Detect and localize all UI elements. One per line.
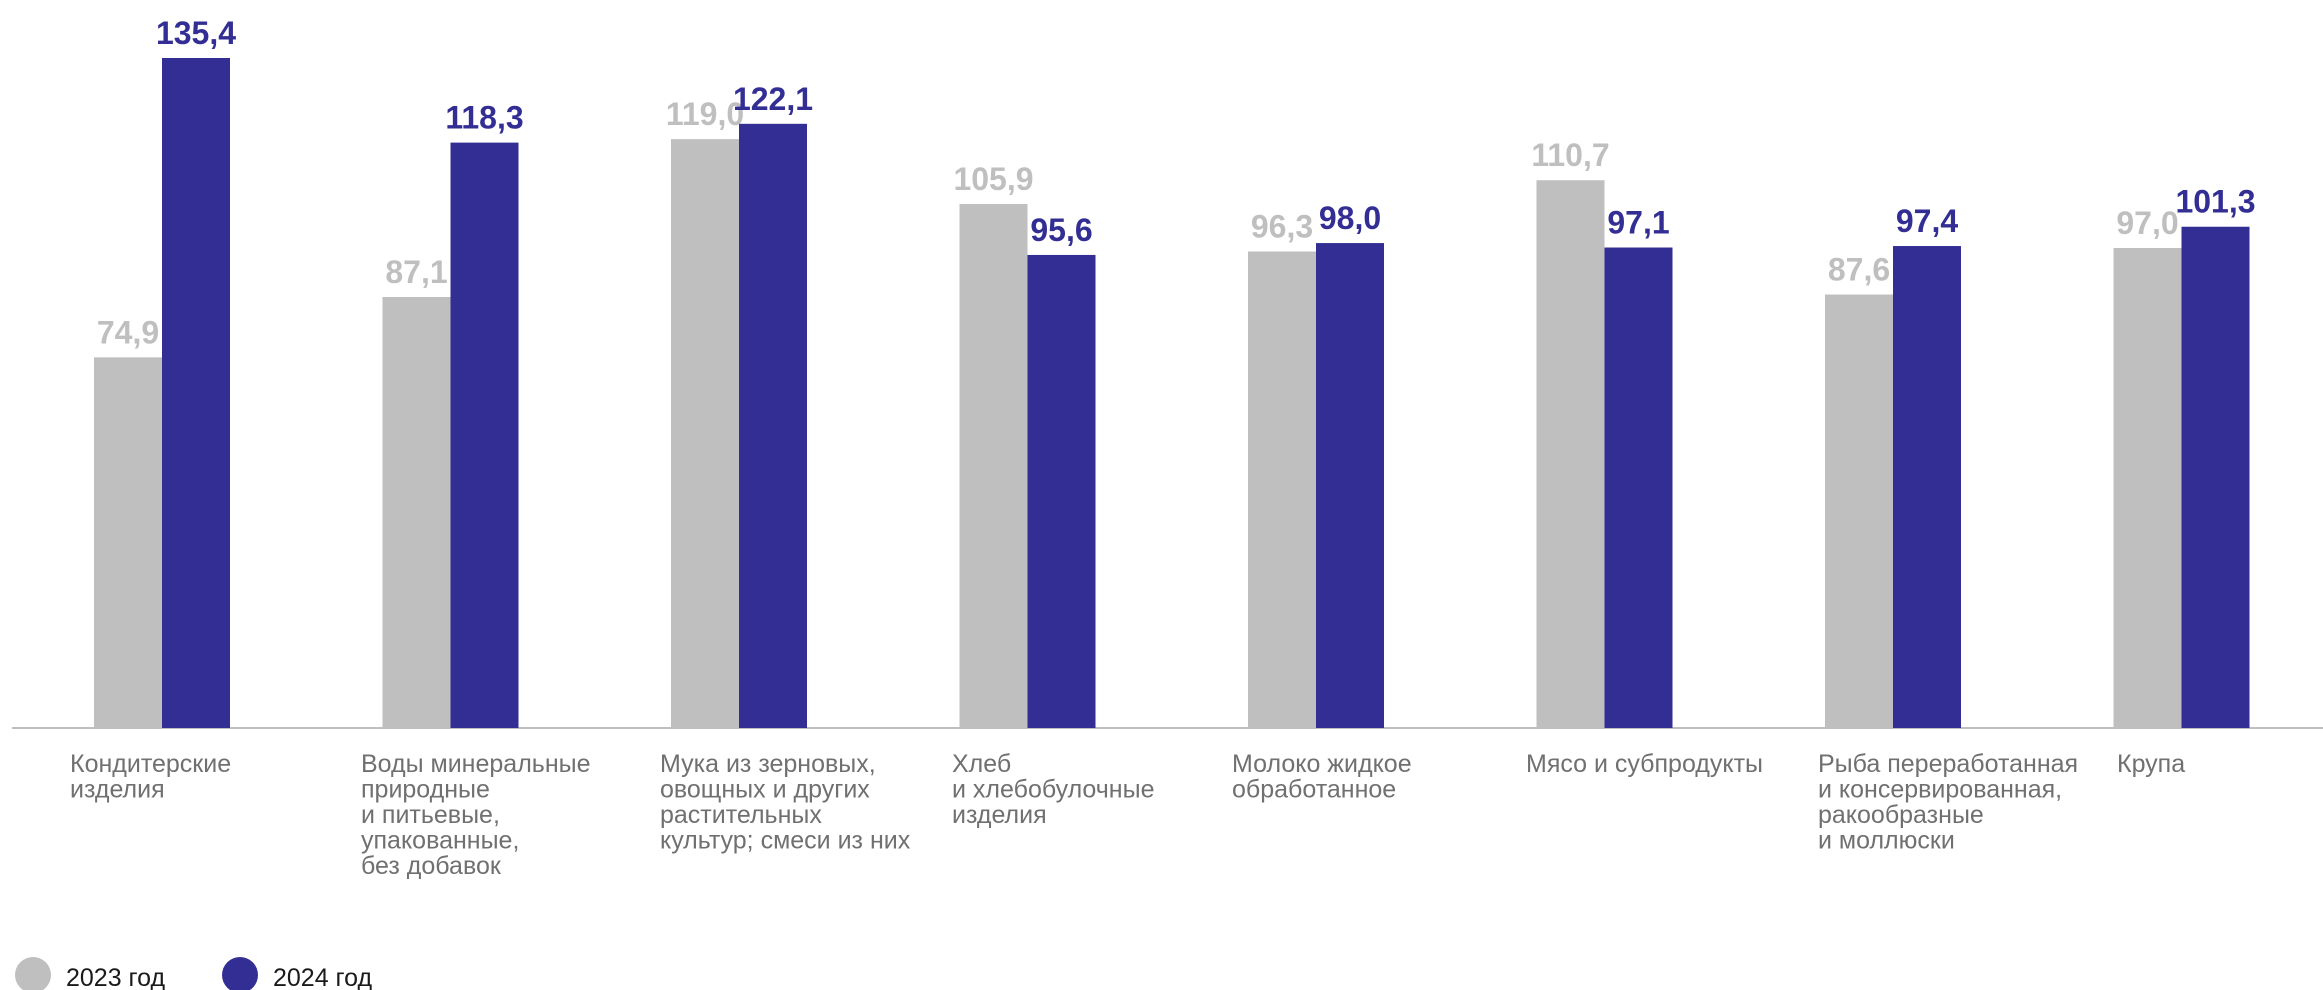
bar-2023-3 xyxy=(959,203,1028,729)
data-label-2024-3: 95,6 xyxy=(1030,212,1092,248)
bar-2024-5 xyxy=(1604,247,1673,728)
category-label-2: Мука из зерновых, овощных и других растите… xyxy=(660,750,911,855)
legend-label-2023: 2023 год xyxy=(66,964,165,990)
data-label-2024-2: 122,1 xyxy=(733,81,813,117)
data-label-2023-2: 119,0 xyxy=(666,96,744,132)
category-label-5: Мясо и субпродукты xyxy=(1526,750,1763,778)
data-label-2024-4: 98,0 xyxy=(1319,200,1381,236)
bar-2023-7 xyxy=(2113,248,2182,728)
legend-marker-2023 xyxy=(15,957,51,990)
data-label-2023-1: 87,1 xyxy=(385,254,447,290)
bar-2024-6 xyxy=(1893,246,1961,728)
category-label-6: Рыба переработанная и консервированная, ра… xyxy=(1818,750,2078,855)
bar-2024-2 xyxy=(739,123,807,729)
bar-2024-4 xyxy=(1316,243,1384,728)
bar-2023-0 xyxy=(94,357,162,728)
data-label-2023-4: 96,3 xyxy=(1251,208,1313,244)
bar-2024-3 xyxy=(1027,254,1096,729)
category-label-1: Воды минеральные природные и питьевые, упак… xyxy=(361,750,591,880)
data-label-2024-5: 97,1 xyxy=(1607,205,1669,241)
data-label-2024-0: 135,4 xyxy=(156,15,236,51)
bar-2023-1 xyxy=(382,297,451,728)
data-label-2023-6: 87,6 xyxy=(1828,252,1890,288)
bar-2023-6 xyxy=(1825,294,1893,728)
bar-2023-4 xyxy=(1248,251,1316,728)
bar-2024-7 xyxy=(2181,226,2250,729)
bar-2023-2 xyxy=(671,139,739,728)
legend-label-2024: 2024 год xyxy=(273,964,372,990)
category-label-3: Хлеб и хлебобулочные изделия xyxy=(952,750,1155,829)
bar-2024-0 xyxy=(162,58,230,728)
data-label-2023-5: 110,7 xyxy=(1531,137,1609,173)
data-label-2023-3: 105,9 xyxy=(953,161,1033,197)
category-label-4: Молоко жидкое обработанное xyxy=(1232,750,1412,804)
legend-marker-2024 xyxy=(222,957,258,990)
data-label-2023-7: 97,0 xyxy=(2116,205,2178,241)
bar-2024-1 xyxy=(450,142,519,728)
category-label-7: Крупа xyxy=(2117,750,2185,778)
data-label-2024-1: 118,3 xyxy=(445,100,523,136)
category-label-0: Кондитерские изделия xyxy=(70,750,231,804)
data-label-2024-6: 97,4 xyxy=(1896,203,1958,239)
data-label-2023-0: 74,9 xyxy=(97,314,159,350)
data-label-2024-7: 101,3 xyxy=(2175,184,2255,220)
bar-2023-5 xyxy=(1536,180,1605,729)
